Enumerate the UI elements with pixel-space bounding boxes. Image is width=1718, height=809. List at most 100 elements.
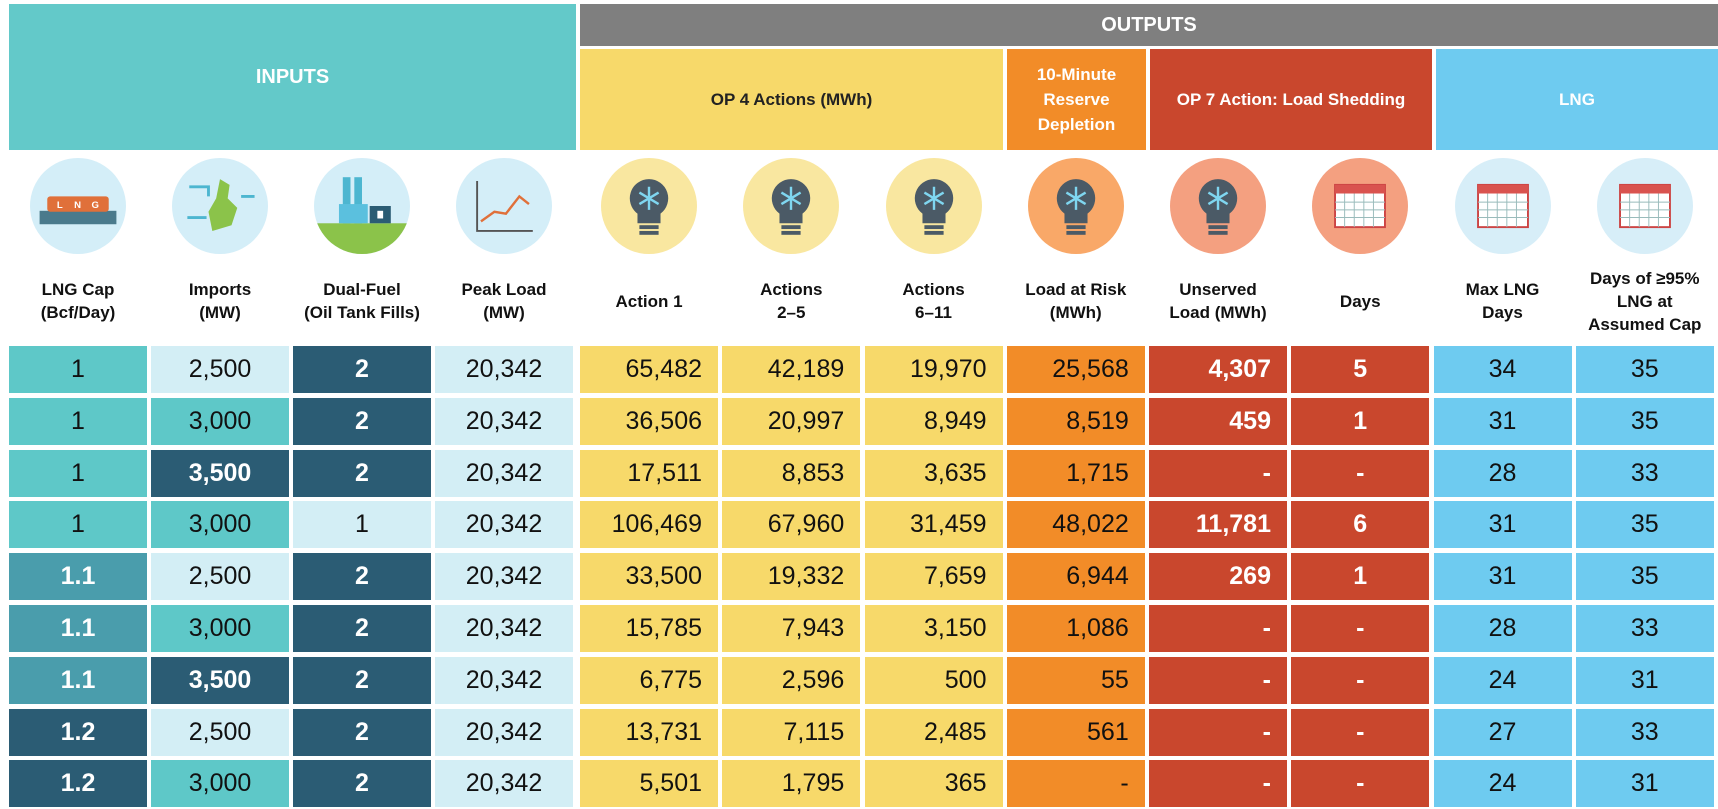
column-icon — [1454, 158, 1551, 254]
column-label: Max LNG Days — [1465, 280, 1540, 322]
table-cell: 19,970 — [864, 346, 1003, 393]
table-cell: 2 — [293, 397, 431, 445]
column-label: Days of ≥95% LNG at Assumed Cap — [1588, 268, 1702, 334]
column-label: LNG Cap (Bcf/Day) — [40, 280, 116, 322]
table-cell: 31 — [1575, 760, 1714, 808]
column-icon — [314, 158, 410, 254]
table-cell: 20,342 — [435, 553, 573, 601]
table-cell: 3,150 — [864, 605, 1003, 652]
table-cell: 20,342 — [435, 605, 573, 652]
column-label: Dual-Fuel (Oil Tank Fills) — [304, 280, 420, 322]
table-cell: 1.1 — [9, 656, 147, 704]
table-cell: 2 — [293, 605, 431, 652]
table-cell: 25,568 — [1006, 346, 1145, 393]
table-cell: 48,022 — [1006, 501, 1145, 549]
table-cell: 35 — [1575, 553, 1714, 601]
table-cell: 20,342 — [435, 760, 573, 808]
icon — [1618, 183, 1671, 229]
icon — [629, 179, 669, 235]
table-cell: 42,189 — [722, 346, 861, 393]
table-cell: 3,000 — [151, 760, 289, 808]
table-cell: 7,115 — [722, 708, 861, 756]
table-cell: 2,596 — [722, 656, 861, 704]
column-icon — [456, 158, 552, 254]
table-cell: 20,342 — [435, 346, 573, 393]
table-cell: 20,342 — [435, 449, 573, 497]
svg-text:G: G — [91, 200, 98, 211]
table-cell: 3,000 — [151, 605, 289, 652]
table-cell: 2,485 — [864, 708, 1003, 756]
table-cell: 3,635 — [864, 449, 1003, 497]
table-cell: 20,342 — [435, 397, 573, 445]
table-cell: 28 — [1433, 605, 1572, 652]
table-cell: - — [1149, 760, 1287, 808]
table-cell: 31,459 — [864, 501, 1003, 549]
table-cell: 1 — [9, 449, 147, 497]
table-cell: 36,506 — [580, 397, 718, 445]
table-cell: 13,731 — [580, 708, 718, 756]
icon — [1056, 179, 1095, 235]
table-cell: 4,307 — [1149, 346, 1287, 393]
column-label: Days — [1339, 291, 1381, 311]
table-cell: 2 — [293, 708, 431, 756]
icon — [1198, 179, 1238, 235]
table-cell: - — [1149, 605, 1287, 652]
column-label: Imports (MW) — [188, 280, 252, 322]
table-cell: 31 — [1433, 501, 1572, 549]
table-cell: 35 — [1575, 346, 1714, 393]
table-cell: 8,519 — [1006, 397, 1145, 445]
column-icon — [601, 158, 697, 254]
table-cell: 2 — [293, 553, 431, 601]
table-cell: 31 — [1433, 553, 1572, 601]
table-cell: 24 — [1433, 656, 1572, 704]
table-cell: - — [1291, 656, 1430, 704]
table-cell: 27 — [1433, 708, 1572, 756]
table-cell: - — [1291, 760, 1430, 808]
table-cell: 28 — [1433, 449, 1572, 497]
table-cell: 2 — [293, 346, 431, 393]
group-header: OP 7 Action: Load Shedding — [1150, 49, 1432, 150]
table-cell: - — [1291, 708, 1430, 756]
table-cell: 35 — [1575, 501, 1714, 549]
table-cell: 365 — [864, 760, 1003, 808]
table-cell: 17,511 — [580, 449, 718, 497]
group-header: OP 4 Actions (MWh) — [580, 49, 1003, 150]
column-icon — [1027, 158, 1124, 254]
group-header: LNG — [1436, 49, 1718, 150]
table-cell: 1 — [9, 397, 147, 445]
table-cell: 6 — [1291, 501, 1430, 549]
inputs-header: INPUTS — [9, 4, 576, 150]
table-cell: 20,342 — [435, 501, 573, 549]
outputs-header: OUTPUTS — [580, 4, 1718, 46]
column-icon — [1312, 158, 1409, 254]
column-icon — [1170, 158, 1266, 254]
column-label: Unserved Load (MWh) — [1169, 280, 1267, 322]
table-cell: 33,500 — [580, 553, 718, 601]
table-cell: 33 — [1575, 449, 1714, 497]
table-cell: 561 — [1006, 708, 1145, 756]
table-cell: - — [1291, 605, 1430, 652]
icon — [772, 179, 811, 235]
table-cell: 1.1 — [9, 605, 147, 652]
table-cell: 1,795 — [722, 760, 861, 808]
table-cell: 31 — [1575, 656, 1714, 704]
table-cell: 1.2 — [9, 708, 147, 756]
table-cell: 19,332 — [722, 553, 861, 601]
svg-text:L: L — [57, 200, 63, 211]
table-cell: 2 — [293, 760, 431, 808]
table-cell: 1 — [1291, 553, 1430, 601]
table-cell: 1,086 — [1006, 605, 1145, 652]
group-header: 10-Minute Reserve Depletion — [1007, 49, 1146, 150]
table-cell: 2 — [293, 656, 431, 704]
table-cell: 2,500 — [151, 708, 289, 756]
table-cell: 20,997 — [722, 397, 861, 445]
column-label: Actions 2–5 — [760, 280, 823, 322]
table-cell: 7,943 — [722, 605, 861, 652]
table-cell: 8,949 — [864, 397, 1003, 445]
column-icon — [172, 158, 268, 254]
table-cell: 33 — [1575, 605, 1714, 652]
table-cell: 1 — [9, 346, 147, 393]
table-cell: 3,500 — [151, 656, 289, 704]
